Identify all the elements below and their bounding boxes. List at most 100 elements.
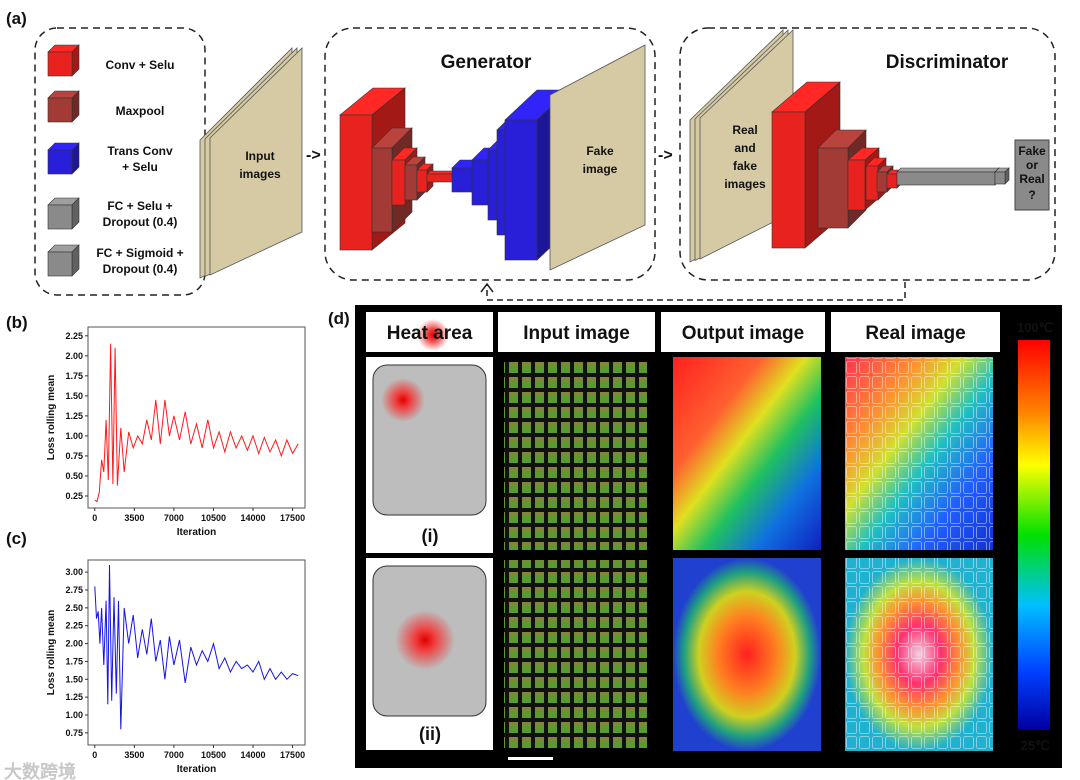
- real-image-grid: [845, 558, 993, 751]
- x-tick-label: 17500: [280, 750, 305, 760]
- y-tick-label: 2.75: [65, 585, 83, 595]
- heat-spot: [395, 610, 455, 670]
- y-tick-label: 1.25: [65, 692, 83, 702]
- y-tick-label: 2.25: [65, 621, 83, 631]
- fake-or-real-label: Fake or Real?: [1018, 144, 1046, 202]
- input-images-label: Input images: [239, 149, 281, 181]
- plot-frame: [87, 326, 306, 509]
- heat-spot: [381, 378, 425, 422]
- loss-series-line: [94, 343, 299, 503]
- legend-cube-icon: [47, 244, 80, 277]
- input-image-i: [504, 362, 647, 550]
- legend-cube-icon: [47, 142, 80, 175]
- x-axis-label: Iteration: [177, 764, 216, 775]
- layer-block: [896, 167, 1000, 186]
- loss-chart-discriminator: 0 3500 7000 10500 14000 17500 0.75 1.00 1.25 1.50…: [46, 559, 306, 775]
- x-tick-label: 0: [92, 513, 97, 523]
- legend: Conv + Selu Maxpool Trans Conv + Selu FC + S…: [47, 44, 184, 277]
- input-images-stack: [199, 47, 303, 279]
- legend-cube-icon: [47, 44, 80, 77]
- legend-item-label: Maxpool: [116, 104, 165, 118]
- colorbar: [1018, 340, 1050, 730]
- legend-cube-icon: [47, 197, 80, 230]
- generator-layers: [339, 87, 570, 261]
- y-tick-label: 1.00: [65, 431, 83, 441]
- legend-item-label: Conv + Selu: [105, 58, 174, 72]
- y-tick-label: 1.25: [65, 411, 83, 421]
- x-tick-label: 3500: [124, 513, 144, 523]
- y-tick-label: 1.75: [65, 656, 83, 666]
- legend-item-label: FC + Sigmoid + Dropout (0.4): [96, 246, 183, 276]
- input-image-ii: [504, 560, 647, 748]
- fake-image-label: Fake image: [583, 144, 618, 176]
- panel-d-headers: Heat area Input image Output image Real ima…: [366, 312, 1000, 352]
- x-tick-label: 10500: [201, 513, 226, 523]
- x-axis-label: Iteration: [177, 527, 216, 538]
- arrow-head-icon: [480, 282, 494, 293]
- y-tick-label: 0.25: [65, 491, 83, 501]
- discriminator-layers: [771, 81, 1010, 249]
- legend-item-label: Trans Conv + Selu: [107, 144, 173, 174]
- fake-image-plane: [549, 44, 646, 271]
- discriminator-title: Discriminator: [886, 52, 1009, 73]
- watermark: 大数跨境: [4, 761, 76, 780]
- colorbar-max: 100℃: [1017, 320, 1053, 335]
- discriminator-box: [679, 27, 1056, 281]
- y-tick-label: 2.50: [65, 603, 83, 613]
- legend-box: [34, 27, 206, 296]
- feedback-arrow: [486, 282, 906, 301]
- x-tick-label: 3500: [124, 750, 144, 760]
- arrow-icon: ->: [306, 147, 321, 164]
- column-header-box: [661, 312, 825, 352]
- x-tick-label: 10500: [201, 750, 226, 760]
- real-image-grid: [845, 357, 993, 550]
- x-tick-label: 14000: [240, 750, 265, 760]
- column-header: Heat area: [387, 323, 473, 344]
- y-axis-label: Loss rolling mean: [46, 610, 57, 696]
- legend-cube-icon: [47, 90, 80, 123]
- y-tick-label: 2.00: [65, 351, 83, 361]
- layer-block: [426, 170, 457, 183]
- column-header: Real image: [865, 323, 965, 344]
- y-tick-label: 1.50: [65, 391, 83, 401]
- y-tick-label: 1.50: [65, 674, 83, 684]
- loss-series-line: [94, 564, 299, 730]
- row-label-ii: (ii): [419, 724, 441, 744]
- output-image-i: [673, 357, 821, 550]
- x-tick-label: 17500: [280, 513, 305, 523]
- column-header: Output image: [682, 323, 804, 344]
- column-header-box: [498, 312, 655, 352]
- y-tick-label: 2.25: [65, 331, 83, 341]
- y-tick-label: 0.75: [65, 451, 83, 461]
- y-tick-label: 2.00: [65, 639, 83, 649]
- panel-label-a: (a): [6, 9, 27, 28]
- column-header: Input image: [523, 323, 630, 344]
- colorbar-min: 25℃: [1020, 738, 1049, 753]
- y-axis-label: Loss rolling mean: [46, 375, 57, 461]
- generator-title: Generator: [441, 52, 532, 73]
- x-tick-label: 0: [92, 750, 97, 760]
- panel-label-b: (b): [6, 313, 28, 332]
- scale-bar: [508, 757, 553, 760]
- panel-label-c: (c): [6, 529, 27, 548]
- x-tick-label: 7000: [164, 750, 184, 760]
- plot-frame: [87, 559, 306, 746]
- y-tick-label: 3.00: [65, 567, 83, 577]
- row-label-i: (i): [422, 526, 439, 546]
- heat-spot-icon: [417, 319, 449, 351]
- loss-chart-generator: 0 3500 7000 10500 14000 17500 0.25 0.50 0.75 1.00…: [46, 326, 306, 538]
- arrow-icon: ->: [658, 147, 673, 164]
- output-image-ii: [673, 558, 821, 751]
- x-tick-label: 7000: [164, 513, 184, 523]
- generator-box: [324, 27, 656, 281]
- fake-or-real-output: [1014, 139, 1050, 211]
- y-tick-label: 1.75: [65, 371, 83, 381]
- legend-item-label: FC + Selu + Dropout (0.4): [103, 199, 178, 229]
- column-header-box: [831, 312, 1000, 352]
- x-tick-label: 14000: [240, 513, 265, 523]
- real-fake-label: Real and fake images: [724, 123, 766, 191]
- y-tick-label: 0.50: [65, 471, 83, 481]
- layer-block: [994, 167, 1010, 185]
- y-tick-label: 0.75: [65, 728, 83, 738]
